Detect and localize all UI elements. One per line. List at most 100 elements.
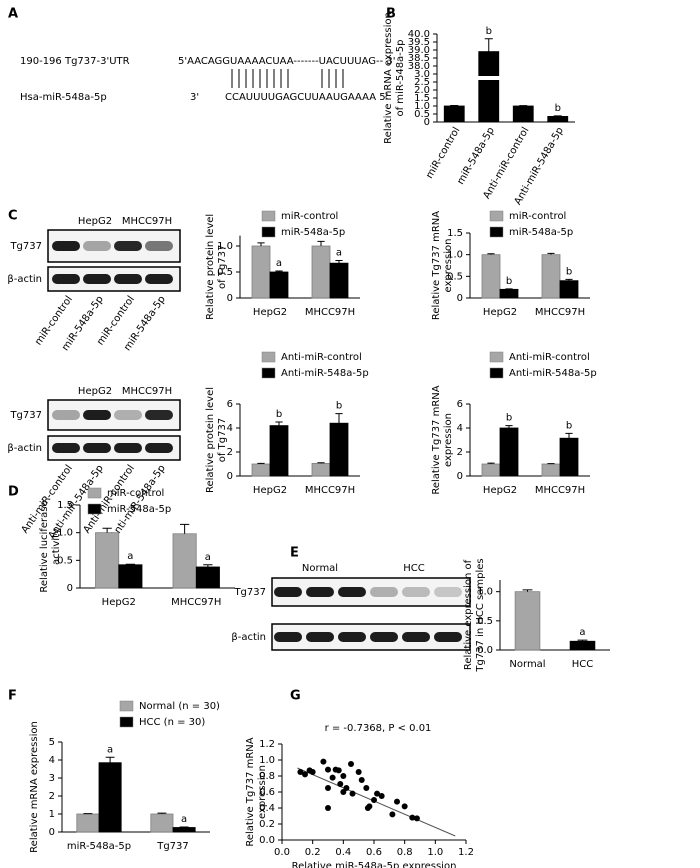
panel-letter: B: [386, 7, 396, 22]
error-bar: [203, 564, 213, 567]
x-tick-label: 1.2: [458, 847, 474, 858]
y-tick-label: 38.0: [408, 61, 430, 72]
y-tick-label: 1.0: [447, 250, 463, 261]
bar: [311, 462, 331, 477]
bar: [269, 271, 289, 299]
error-bar: [522, 589, 533, 592]
blot-band: [274, 587, 302, 597]
error-bar: [487, 253, 495, 255]
legend-label: Anti-miR-control: [281, 352, 362, 363]
error-bar: [547, 252, 555, 255]
blot-group-label: HCC: [403, 563, 425, 574]
y-tick-label: 0.5: [57, 555, 73, 566]
significance-label: b: [566, 420, 572, 431]
blot-band: [83, 274, 111, 284]
y-axis-label: of Tg737: [217, 418, 228, 462]
y-tick-label: 0: [49, 827, 55, 838]
blot-band: [114, 443, 142, 453]
y-axis-label: expression: [443, 413, 454, 467]
bar: [329, 262, 349, 299]
y-tick-label: 0.0: [259, 835, 275, 846]
blot-band: [402, 587, 430, 597]
y-axis-label: Relative Tg737 mRNA: [431, 385, 442, 494]
significance-label: a: [107, 744, 113, 755]
blot-row-label: Tg737: [9, 410, 42, 421]
blot-band: [434, 632, 462, 642]
point: [297, 769, 304, 775]
x-tick-label: 0.0: [274, 847, 290, 858]
base-pairing: [231, 69, 344, 88]
blot-band: [274, 632, 302, 642]
legend-label: miR-control: [509, 211, 566, 222]
y-tick-label: 0: [67, 583, 73, 594]
point: [378, 793, 385, 799]
error-bar: [105, 756, 115, 763]
point: [358, 777, 365, 783]
y-tick-label: 0: [227, 293, 233, 304]
point: [363, 785, 370, 791]
x-tick-label: 0.8: [397, 847, 413, 858]
blot-frame: [271, 577, 471, 607]
y-axis-label: of miR-548a-5p: [395, 39, 406, 116]
error-bar: [484, 38, 493, 52]
significance-label: a: [205, 552, 211, 563]
bar: [311, 245, 331, 299]
x-tick-label: 0.6: [366, 847, 382, 858]
blot-band: [83, 241, 111, 251]
blot-band: [402, 632, 430, 642]
error-bar: [487, 462, 495, 464]
panel-letter: G: [290, 689, 301, 704]
y-axis-label: Relative protein level: [205, 214, 216, 320]
y-tick-label: 40.0: [408, 29, 430, 40]
error-bar: [275, 270, 283, 272]
point: [401, 803, 408, 810]
point: [325, 785, 331, 791]
blot-band: [145, 241, 173, 251]
y-tick-label: 0.4: [259, 803, 275, 814]
bar: [559, 280, 579, 299]
point: [394, 798, 400, 805]
point: [364, 805, 371, 811]
x-axis-label: Relative miR-548a-5p expression: [292, 861, 457, 868]
error-bar: [157, 812, 167, 814]
y-tick-label: 4: [457, 423, 463, 434]
bar: [150, 813, 174, 833]
legend-label: Anti-miR-548a-5p: [281, 368, 369, 379]
error-bar: [565, 432, 573, 439]
x-tick-label: MHCC97H: [535, 485, 585, 496]
bar: [478, 51, 500, 123]
x-tick-label: 0.2: [305, 847, 321, 858]
significance-label: b: [506, 276, 512, 287]
y-axis-label: Tg737 in HCC samples: [475, 558, 486, 672]
legend-swatch: [489, 226, 504, 238]
bar: [481, 254, 501, 299]
legend-label: miR-548a-5p: [509, 227, 573, 238]
x-tick-label: MHCC97H: [305, 307, 355, 318]
legend-label: Anti-miR-548a-5p: [509, 368, 597, 379]
significance-label: b: [506, 413, 512, 424]
y-tick-label: 1.5: [447, 228, 463, 239]
x-tick-label: MHCC97H: [535, 307, 585, 318]
point: [349, 790, 356, 797]
significance-label: b: [566, 266, 572, 277]
x-tick-label: miR-548a-5p: [67, 841, 131, 852]
blot-band: [145, 443, 173, 453]
y-tick-label: 1.5: [414, 93, 430, 104]
mirna-label: Hsa-miR-548a-5p: [20, 92, 107, 103]
x-tick-label: MHCC97H: [305, 485, 355, 496]
legend-swatch: [261, 210, 276, 222]
bar: [541, 254, 561, 299]
blot-group-label: Normal: [302, 563, 338, 574]
legend-swatch: [261, 226, 276, 238]
bar: [547, 116, 569, 123]
blot-band: [83, 443, 111, 453]
error-bar: [102, 527, 112, 533]
blot-group-label: HepG2: [78, 216, 112, 227]
panel-letter: E: [290, 546, 299, 561]
bar: [443, 105, 465, 123]
blot-band: [338, 587, 366, 597]
blot-band: [52, 241, 80, 251]
blot-band: [338, 632, 366, 642]
